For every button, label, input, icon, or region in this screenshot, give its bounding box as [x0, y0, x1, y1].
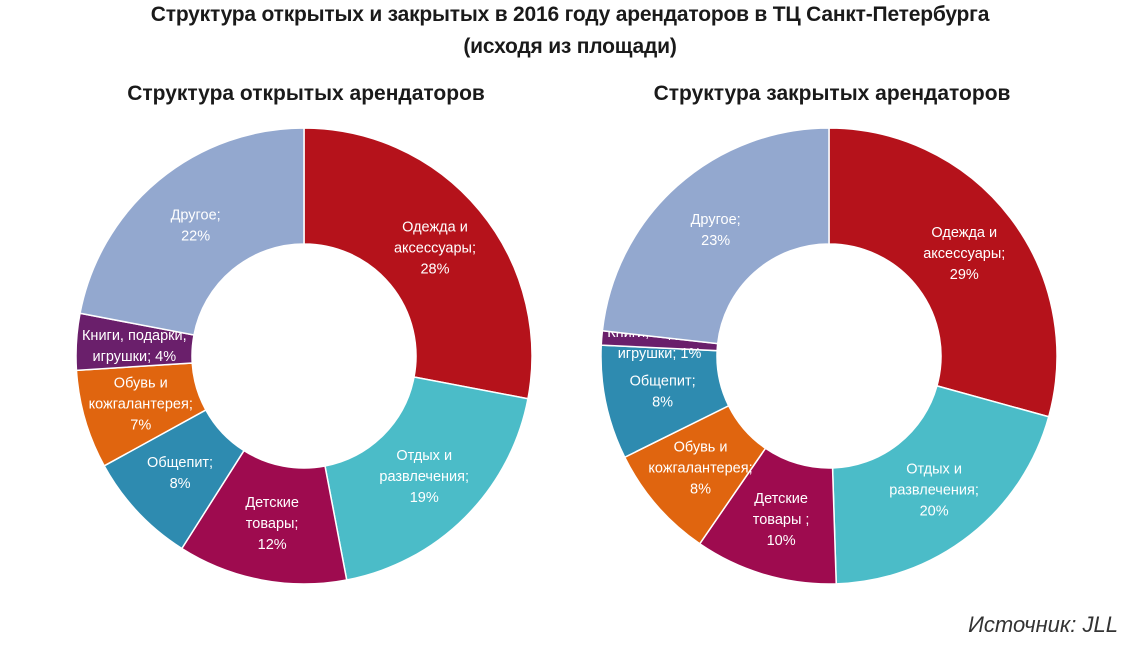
- main-title-line2: (исходя из площади): [463, 35, 677, 58]
- open-slice-label-1: Отдых и развлечения; 19%: [379, 448, 469, 506]
- source-note: Источник: JLL: [968, 612, 1118, 637]
- closed-slice-label-3: Обувь и кожгалантерея; 8%: [648, 439, 752, 497]
- closed-slice-label-0: Одежда и аксессуары; 29%: [923, 225, 1005, 283]
- open-slice-6: [79, 127, 305, 336]
- open-slice-0: [303, 127, 533, 400]
- open-slice-1: [324, 376, 529, 581]
- open-slice-label-6: Другое; 22%: [171, 208, 221, 245]
- closed-tenants-chart-title: Структура закрытых арендаторов: [653, 82, 1011, 105]
- closed-slice-label-2: Детские товары ; 10%: [753, 491, 810, 549]
- open-slice-label-2: Детские товары; 12%: [245, 495, 299, 553]
- closed-slice-1: [831, 384, 1050, 585]
- closed-donut-hole: [718, 245, 940, 467]
- open-donut-hole: [193, 245, 415, 467]
- closed-slice-label-6: Другое; 23%: [691, 212, 741, 249]
- open-slice-label-0: Одежда и аксессуары; 28%: [394, 220, 476, 278]
- open-tenants-chart-title: Структура открытых арендаторов: [127, 82, 485, 105]
- open-slice-label-4: Обувь и кожгалантерея; 7%: [89, 375, 193, 433]
- open-slice-label-3: Общепит; 8%: [147, 455, 213, 492]
- open-slice-label-5: Книги, подарки, игрушки; 4%: [82, 328, 187, 365]
- main-title-line1: Структура открытых и закрытых в 2016 год…: [150, 3, 990, 26]
- closed-slice-0: [828, 127, 1058, 418]
- closed-slice-label-1: Отдых и развлечения; 20%: [889, 462, 979, 520]
- closed-slice-label-4: Общепит; 8%: [630, 373, 696, 410]
- closed-slice-6: [601, 127, 830, 345]
